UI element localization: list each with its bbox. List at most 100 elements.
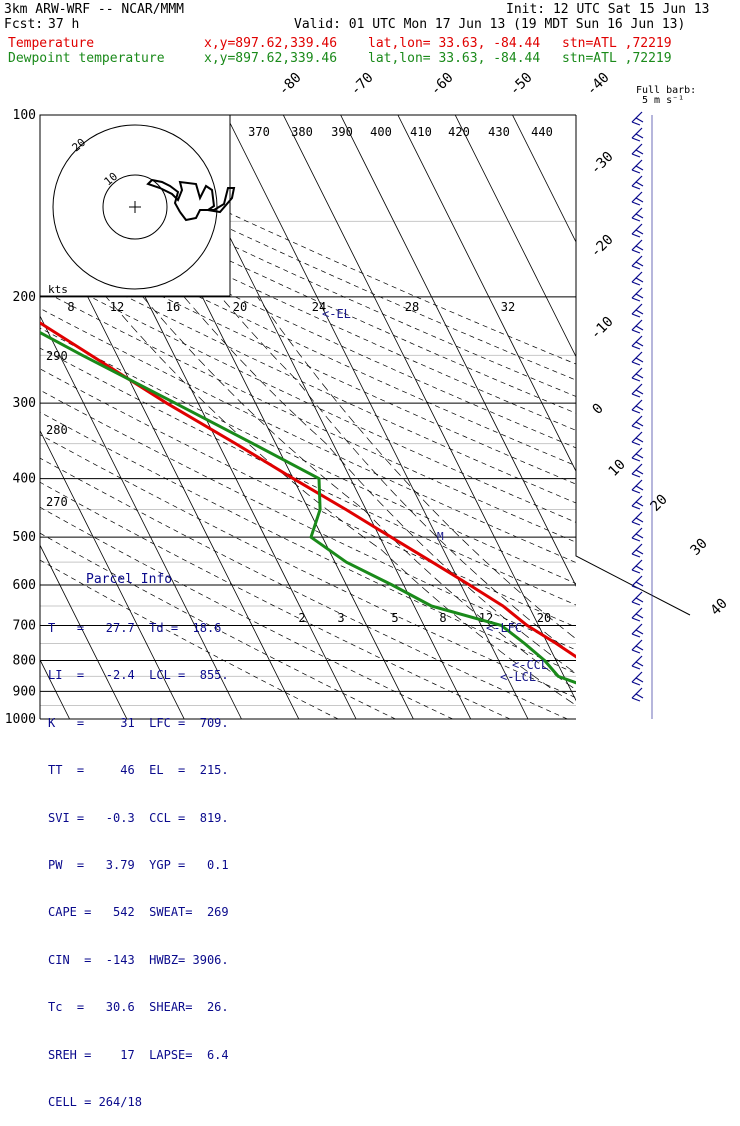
wind-barb — [632, 496, 643, 509]
parcel-level-marker: M — [437, 530, 444, 543]
isotherm-label: -50 — [507, 70, 536, 99]
pressure-tick-label: 1000 — [5, 712, 36, 727]
mixing-ratio-label: 20 — [537, 611, 551, 625]
wind-barb — [632, 672, 643, 685]
barb-legend-line2: 5 m s⁻¹ — [642, 95, 684, 106]
isotherm-label: -10 — [588, 314, 617, 343]
isotherm-label: 30 — [688, 536, 711, 559]
mixing-ratio-label: 5 — [391, 611, 398, 625]
parcel-info-row: PW = 3.79 YGP = 0.1 — [48, 858, 228, 874]
wind-barb — [632, 512, 643, 525]
speed-tick-label: 12 — [110, 300, 124, 314]
speed-tick-label: 8 — [67, 300, 74, 314]
theta-label: 440 — [531, 125, 553, 139]
wind-barb — [632, 128, 643, 141]
parcel-info-row: SVI = -0.3 CCL = 819. — [48, 811, 228, 827]
pressure-tick-label: 100 — [13, 108, 36, 123]
parcel-info-row: CELL = 264/18 — [48, 1095, 228, 1111]
parcel-info-row: TT = 46 EL = 215. — [48, 763, 228, 779]
pressure-tick-label: 600 — [13, 578, 36, 593]
pressure-tick-label: 700 — [13, 618, 36, 633]
wind-barb — [632, 688, 643, 701]
wind-barb — [632, 608, 643, 621]
wind-barb — [632, 400, 643, 413]
wind-barb — [632, 304, 643, 317]
wind-barb — [632, 480, 643, 493]
theta-label: 400 — [370, 125, 392, 139]
theta-label: 420 — [448, 125, 470, 139]
wind-barb — [632, 352, 643, 365]
isotherm-label: -40 — [584, 70, 613, 99]
plot-right-border — [576, 115, 690, 615]
wind-barb — [632, 160, 643, 173]
parcel-info-panel: Parcel Info T = 27.7 Td = 18.6 LI = -2.4… — [48, 540, 228, 740]
pressure-tick-label: 200 — [13, 290, 36, 305]
pressure-tick-label: 300 — [13, 396, 36, 411]
hodograph-units-label: kts — [48, 283, 68, 296]
parcel-info-row: CIN = -143 HWBZ= 3906. — [48, 953, 228, 969]
theta-label: 430 — [488, 125, 510, 139]
isotherm-label: 40 — [708, 596, 731, 619]
wind-barb — [632, 560, 643, 573]
pressure-tick-label: 800 — [13, 653, 36, 668]
wind-barb — [632, 368, 643, 381]
speed-tick-label: 20 — [233, 300, 247, 314]
theta-label: 370 — [248, 125, 270, 139]
moist-adiabat-line — [221, 297, 666, 719]
mixing-ratio-label: 3 — [337, 611, 344, 625]
parcel-level-marker: <-EL — [322, 307, 351, 321]
wind-barb — [632, 384, 643, 397]
isotherm-line — [398, 115, 700, 719]
isotherm-line — [513, 115, 740, 719]
theta-label: 380 — [291, 125, 313, 139]
theta-side-label: 270 — [46, 495, 68, 509]
parcel-info-row: Tc = 30.6 SHEAR= 26. — [48, 1000, 228, 1016]
wind-barb — [632, 176, 643, 189]
wind-barb — [632, 272, 643, 285]
theta-side-label: 280 — [46, 423, 68, 437]
isotherm-label: 20 — [648, 492, 671, 515]
parcel-info-row: LI = -2.4 LCL = 855. — [48, 668, 228, 684]
isotherm-line — [0, 115, 12, 719]
isotherm-label: -20 — [588, 232, 617, 261]
isotherm-label: -30 — [588, 149, 617, 178]
pressure-tick-label: 900 — [13, 684, 36, 699]
wind-barb — [632, 656, 643, 669]
theta-label: 390 — [331, 125, 353, 139]
parcel-info-row: K = 31 LFC = 709. — [48, 716, 228, 732]
pressure-tick-label: 400 — [13, 472, 36, 487]
wind-barb — [632, 144, 643, 157]
wind-barb — [632, 256, 643, 269]
wind-barb — [632, 576, 643, 589]
speed-tick-label: 28 — [405, 300, 419, 314]
wind-barb — [632, 416, 643, 429]
parcel-info-row: SREH = 17 LAPSE= 6.4 — [48, 1048, 228, 1064]
wind-barb — [632, 288, 643, 301]
wind-barb — [632, 544, 643, 557]
isotherm-label: -60 — [428, 70, 457, 99]
isotherm-label: 0 — [590, 401, 607, 418]
parcel-level-marker: <-LFC — [486, 621, 522, 635]
wind-barb — [632, 336, 643, 349]
parcel-info-row: T = 27.7 Td = 18.6 — [48, 621, 228, 637]
isotherm-label: -70 — [348, 70, 377, 99]
isotherm-label: -80 — [276, 70, 305, 99]
wind-barb — [632, 592, 643, 605]
pressure-tick-label: 500 — [13, 530, 36, 545]
theta-side-label: 290 — [46, 349, 68, 363]
wind-barb — [632, 224, 643, 237]
parcel-info-title: Parcel Info — [48, 572, 228, 588]
speed-tick-label: 32 — [501, 300, 515, 314]
wind-barb — [632, 192, 643, 205]
wind-barb — [632, 320, 643, 333]
wind-barb — [632, 464, 643, 477]
wind-barb — [632, 528, 643, 541]
isotherm-label: 10 — [606, 457, 629, 480]
wind-barb — [632, 624, 643, 637]
isotherm-line — [226, 115, 528, 719]
wind-barb — [632, 240, 643, 253]
mixing-ratio-label: 8 — [439, 611, 446, 625]
theta-label: 410 — [410, 125, 432, 139]
mixing-ratio-label: 2 — [298, 611, 305, 625]
wind-barb — [632, 640, 643, 653]
